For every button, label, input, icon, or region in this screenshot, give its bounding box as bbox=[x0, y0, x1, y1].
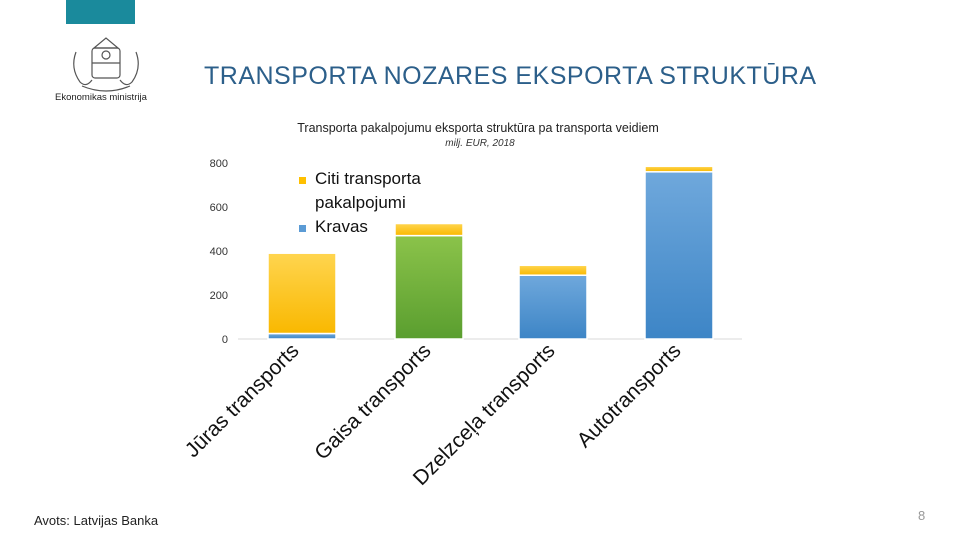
y-tick-label: 400 bbox=[210, 246, 228, 258]
bar-citi-3 bbox=[644, 165, 714, 173]
bar-kravas-3 bbox=[644, 171, 714, 340]
coat-of-arms-logo bbox=[73, 37, 139, 92]
x-category-label: Autotransports bbox=[573, 339, 686, 452]
y-tick-label: 0 bbox=[222, 334, 228, 346]
y-tick-label: 800 bbox=[210, 158, 228, 170]
bar-citi-2 bbox=[518, 264, 588, 276]
bar-citi-0 bbox=[267, 252, 337, 335]
legend-label-1: Kravas bbox=[315, 217, 368, 236]
page-number: 8 bbox=[918, 508, 926, 523]
legend-swatch-0 bbox=[299, 177, 306, 184]
x-category-label: Dzelzceļa transports bbox=[409, 339, 560, 490]
bar-kravas-1 bbox=[394, 234, 464, 340]
slide-title: TRANSPORTA NOZARES EKSPORTA STRUKTŪRA bbox=[204, 62, 817, 90]
bar-kravas-2 bbox=[518, 274, 588, 340]
ministry-logo-text: Ekonomikas ministrija bbox=[55, 92, 147, 103]
legend-swatch-1 bbox=[299, 225, 306, 232]
chart-subtitle: milj. EUR, 2018 bbox=[445, 138, 515, 149]
chart-title: Transporta pakalpojumu eksporta struktūr… bbox=[0, 121, 960, 135]
x-category-label: Gaisa transports bbox=[310, 339, 435, 464]
bar-kravas-0 bbox=[267, 332, 337, 340]
legend-label-0: Citi transporta pakalpojumi bbox=[315, 169, 421, 212]
chart-title-text: Transporta pakalpojumu eksporta struktūr… bbox=[297, 121, 659, 135]
source-note: Avots: Latvijas Banka bbox=[34, 513, 159, 528]
bar-citi-1 bbox=[394, 222, 464, 237]
top-accent-bar bbox=[66, 0, 135, 24]
x-category-label: Jūras transports bbox=[181, 339, 304, 462]
y-tick-label: 600 bbox=[210, 202, 228, 214]
y-tick-label: 200 bbox=[210, 290, 228, 302]
